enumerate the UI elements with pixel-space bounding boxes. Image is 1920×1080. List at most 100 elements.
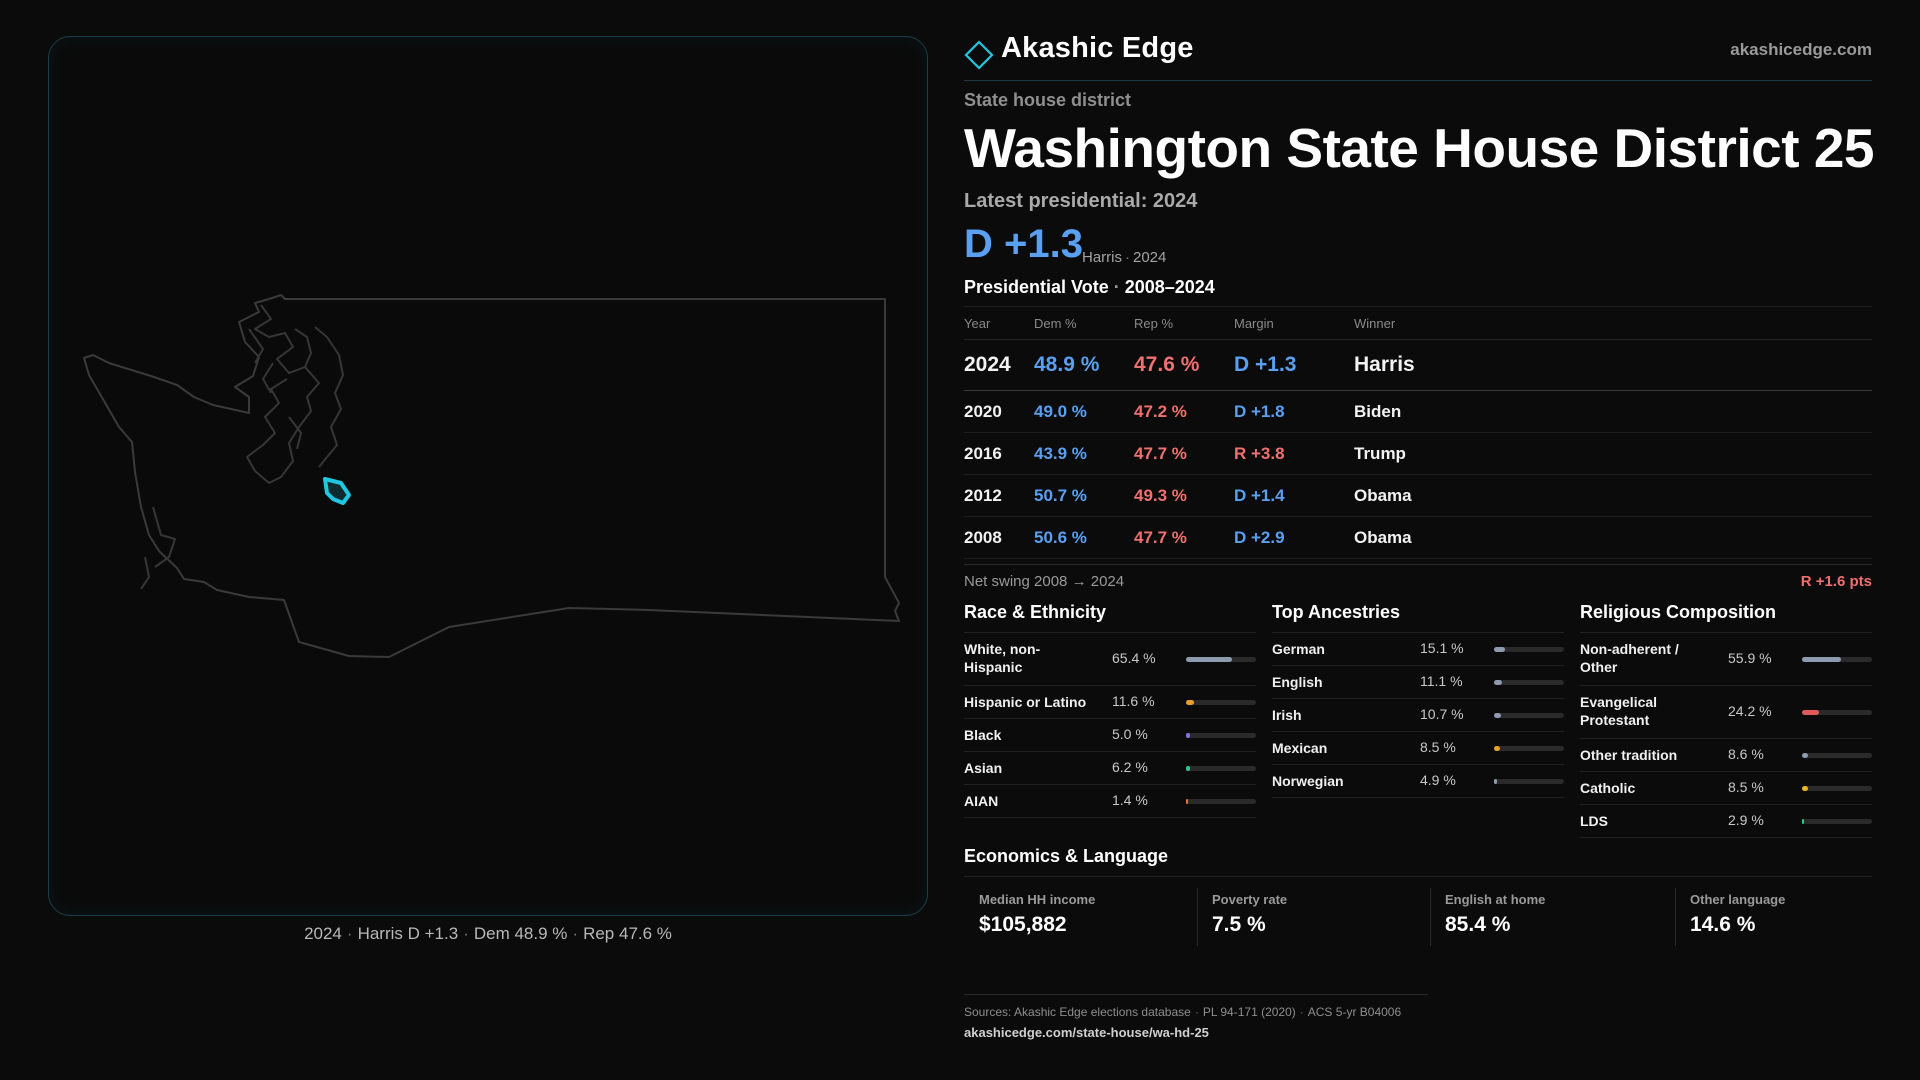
percent-bar-track (1802, 753, 1872, 758)
pv-title-range: 2008–2024 (1124, 277, 1215, 297)
percent-bar-fill (1802, 753, 1809, 758)
diamond-logo-icon (964, 40, 994, 70)
item-percent: 6.2 % (1112, 759, 1148, 775)
ancestry-section: Top Ancestries German 15.1 % English 11.1 %… (1272, 602, 1564, 798)
map-caption: 2024 · Harris D +1.3 · Dem 48.9 % · Rep 47.6 % (304, 924, 672, 943)
row-rep-pct: 47.2 % (1134, 390, 1234, 433)
race-ethnicity-section: Race & Ethnicity White, non-Hispanic 65.4… (964, 602, 1256, 818)
list-item: LDS 2.9 % (1580, 805, 1872, 838)
item-percent: 1.4 % (1112, 792, 1148, 808)
row-dem-pct: 48.9 % (1034, 339, 1134, 391)
percent-bar-fill (1802, 657, 1842, 662)
swing-label: Net swing 2008 → 2024 (964, 573, 1125, 590)
brand-header: Akashic Edge akashicedge.com (964, 32, 1872, 81)
row-rep-pct: 47.7 % (1134, 516, 1234, 559)
row-year: 2012 (964, 474, 1034, 517)
col-winner: Winner (1354, 306, 1872, 340)
table-row: 2020 49.0 % 47.2 % D +1.8 Biden (964, 390, 1872, 433)
ancestry-title: Top Ancestries (1272, 602, 1564, 633)
percent-bar-track (1186, 700, 1256, 705)
row-margin: R +3.8 (1234, 432, 1354, 475)
row-year: 2020 (964, 390, 1034, 433)
percent-bar-fill (1802, 786, 1808, 791)
percent-bar-fill (1494, 746, 1500, 751)
source-item: ACS 5-yr B04006 (1307, 1005, 1402, 1019)
map-panel[interactable] (48, 36, 928, 916)
row-dem-pct: 50.7 % (1034, 474, 1134, 517)
source-link[interactable]: akashicedge.com/state-house/wa-hd-25 (964, 1025, 1209, 1040)
table-row: 2012 50.7 % 49.3 % D +1.4 Obama (964, 474, 1872, 517)
item-label: AIAN (964, 793, 999, 809)
religion-title: Religious Composition (1580, 602, 1872, 633)
econ-poverty-rate: Poverty rate 7.5 % (1197, 888, 1287, 946)
econ-value: 85.4 % (1445, 913, 1511, 936)
percent-bar-track (1802, 657, 1872, 662)
net-swing: Net swing 2008 → 2024 R +1.6 pts (964, 564, 1872, 590)
percent-bar-fill (1802, 710, 1819, 715)
item-percent: 65.4 % (1112, 650, 1156, 666)
table-row: 2008 50.6 % 47.7 % D +2.9 Obama (964, 516, 1872, 559)
list-item: Evangelical Protestant 24.2 % (1580, 686, 1872, 739)
econ-other-language: Other language 14.6 % (1675, 888, 1785, 946)
item-label: Norwegian (1272, 773, 1344, 789)
percent-bar-track (1494, 713, 1564, 718)
sources-footer: Sources: Akashic Edge elections database… (964, 994, 1428, 1040)
row-winner: Trump (1354, 432, 1872, 475)
economics-title: Economics & Language (964, 846, 1872, 877)
latest-presidential: Latest presidential: 2024 (964, 190, 1198, 212)
item-label: Non-adherent / Other (1580, 641, 1679, 675)
percent-bar-fill (1186, 700, 1195, 705)
brand-url-link[interactable]: akashicedge.com (1730, 40, 1872, 59)
table-header-row: Year Dem % Rep % Margin Winner (964, 306, 1872, 340)
item-percent: 8.5 % (1420, 739, 1456, 755)
percent-bar-fill (1186, 766, 1191, 771)
item-label: Hispanic or Latino (964, 694, 1087, 710)
row-margin: D +1.8 (1234, 390, 1354, 433)
item-percent: 8.5 % (1728, 779, 1764, 795)
econ-label: English at home (1445, 892, 1546, 907)
item-percent: 55.9 % (1728, 650, 1772, 666)
percent-bar-fill (1494, 779, 1498, 784)
pv-title-label: Presidential Vote (964, 277, 1109, 297)
headline-margin: D +1.3 (964, 222, 1083, 266)
percent-bar-track (1494, 680, 1564, 685)
ancestry-rows: German 15.1 % English 11.1 % Irish 10.7 % Mexi… (1272, 633, 1564, 798)
brand-name[interactable]: Akashic Edge (1001, 32, 1194, 64)
list-item: AIAN 1.4 % (964, 785, 1256, 818)
item-label: English (1272, 674, 1323, 690)
item-percent: 8.6 % (1728, 746, 1764, 762)
percent-bar-fill (1186, 733, 1190, 738)
presidential-vote-table: Year Dem % Rep % Margin Winner 2024 48.9 … (964, 306, 1872, 559)
item-label: Mexican (1272, 740, 1328, 756)
item-label: Catholic (1580, 780, 1636, 796)
econ-value: 7.5 % (1212, 913, 1266, 936)
row-dem-pct: 49.0 % (1034, 390, 1134, 433)
percent-bar-track (1494, 647, 1564, 652)
religion-rows: Non-adherent / Other 55.9 % Evangelical Pr… (1580, 633, 1872, 838)
col-rep: Rep % (1134, 306, 1234, 340)
percent-bar-track (1494, 746, 1564, 751)
list-item: English 11.1 % (1272, 666, 1564, 699)
presidential-vote-rows: 2024 48.9 % 47.6 % D +1.3 Harris 2020 49.0 % 47… (964, 339, 1872, 559)
row-winner: Obama (1354, 474, 1872, 517)
item-percent: 24.2 % (1728, 703, 1772, 719)
district-type: State house district (964, 90, 1132, 110)
percent-bar-fill (1802, 819, 1805, 824)
row-winner: Obama (1354, 516, 1872, 559)
col-dem: Dem % (1034, 306, 1134, 340)
row-dem-pct: 43.9 % (1034, 432, 1134, 475)
district-map[interactable] (49, 37, 927, 915)
item-label: White, non-Hispanic (964, 641, 1041, 675)
state-outline (83, 294, 900, 658)
district-25-highlight[interactable] (323, 477, 351, 505)
item-label: Other tradition (1580, 747, 1678, 763)
percent-bar-track (1802, 819, 1872, 824)
race-ethnicity-title: Race & Ethnicity (964, 602, 1256, 633)
item-label: Black (964, 727, 1002, 743)
item-label: Asian (964, 760, 1003, 776)
percent-bar-track (1494, 779, 1564, 784)
item-percent: 10.7 % (1420, 706, 1464, 722)
econ-median-income: Median HH income $105,882 (964, 888, 1095, 946)
list-item: Non-adherent / Other 55.9 % (1580, 633, 1872, 686)
list-item: German 15.1 % (1272, 633, 1564, 666)
